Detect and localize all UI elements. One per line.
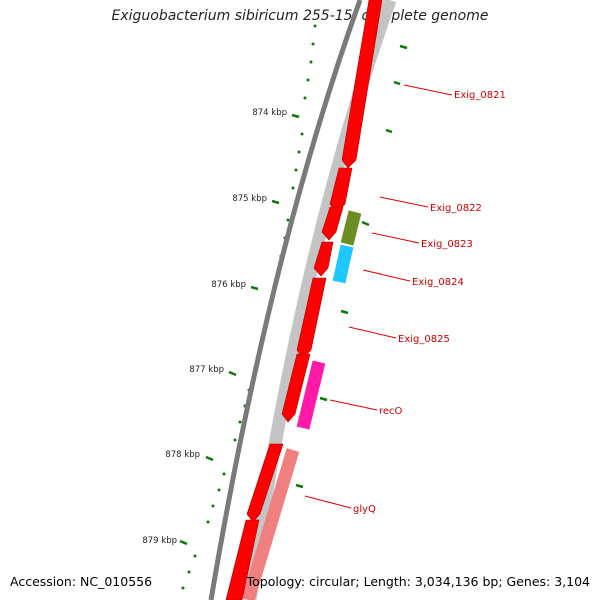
- gene-label-exig-0822: Exig_0822: [430, 203, 482, 214]
- gene-label-exig-0825: Exig_0825: [398, 334, 450, 345]
- gene-forward-3: [321, 206, 344, 241]
- forward-genes: [225, 0, 383, 600]
- accession-text: Accession: NC_010556: [10, 574, 153, 589]
- scale-label-878: 878 kbp: [165, 450, 200, 460]
- gene-forward-7: [246, 443, 284, 523]
- map-title: Exiguobacterium sibiricum 255-15, comple…: [111, 8, 489, 24]
- genome-backbone: [208, 0, 363, 600]
- topology-text: Topology: circular; Length: 3,034,136 bp…: [246, 574, 590, 589]
- reverse-gap: [289, 429, 309, 449]
- scale-ticks: [179, 113, 300, 546]
- scale-label-876: 876 kbp: [211, 280, 246, 290]
- gene-ticks: [295, 44, 408, 489]
- scale-label-879: 879 kbp: [142, 536, 177, 546]
- gene-label-exig-0821: Exig_0821: [454, 90, 506, 101]
- gene-forward-6: [281, 353, 311, 423]
- gene-label-exig-0824: Exig_0824: [412, 277, 464, 288]
- scale-label-877: 877 kbp: [189, 365, 224, 375]
- label-leaders: [304, 84, 453, 509]
- scale-label-875: 875 kbp: [232, 194, 267, 204]
- gene-exig-0824: [332, 244, 354, 284]
- gene-label-reco: recO: [379, 406, 403, 417]
- gene-exig-0823: [340, 210, 362, 246]
- gene-label-glyq: glyQ: [353, 504, 376, 515]
- gene-reco: [296, 360, 326, 430]
- gene-glyq: [241, 448, 300, 600]
- gene-forward-8: [225, 519, 260, 600]
- gene-label-exig-0823: Exig_0823: [421, 239, 473, 250]
- gene-forward-4: [313, 241, 334, 277]
- scale-label-874: 874 kbp: [252, 108, 287, 118]
- gene-forward-1: [341, 0, 383, 169]
